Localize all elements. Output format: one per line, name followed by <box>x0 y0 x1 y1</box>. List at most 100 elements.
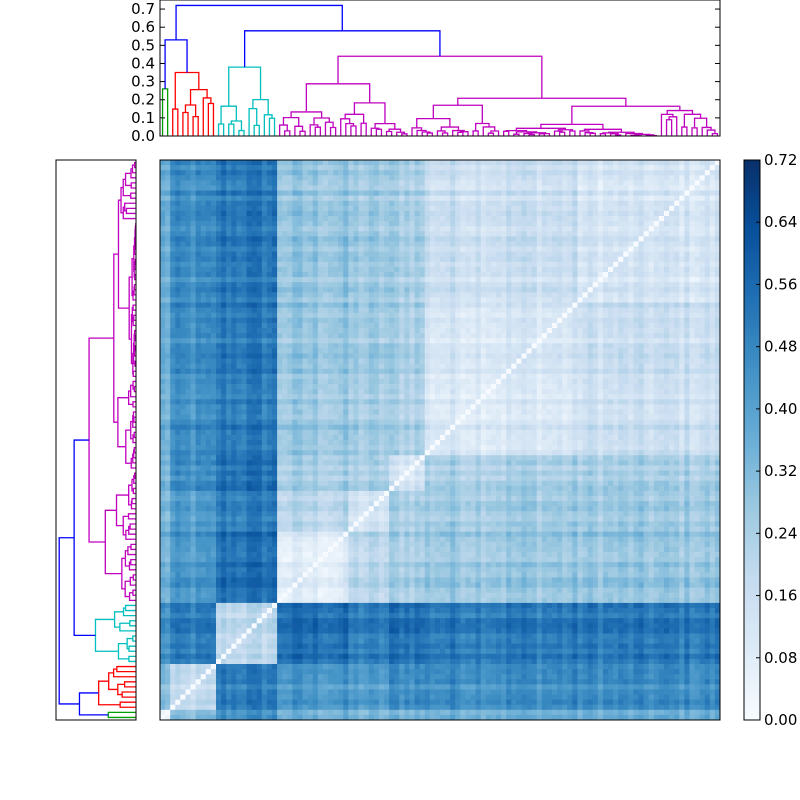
heatmap-cell <box>653 292 660 298</box>
heatmap-cell <box>628 384 634 390</box>
heatmap-cell <box>689 302 695 309</box>
heatmap-cell <box>210 348 217 354</box>
heatmap-cell <box>414 297 421 303</box>
heatmap-cell <box>384 328 390 334</box>
heatmap-cell <box>577 322 583 329</box>
heatmap-cell <box>266 266 273 273</box>
heatmap-cell <box>348 216 354 222</box>
heatmap-cell <box>648 190 655 197</box>
heatmap-cell <box>470 236 477 242</box>
heatmap-cell <box>292 175 298 181</box>
heatmap-cell <box>674 266 680 273</box>
heatmap-cell <box>460 256 466 263</box>
heatmap-cell <box>669 221 675 227</box>
heatmap-cell <box>236 236 242 242</box>
heatmap-cell <box>190 266 197 273</box>
heatmap-cell <box>521 287 527 293</box>
heatmap-cell <box>317 312 324 319</box>
heatmap-cell <box>200 302 207 309</box>
heatmap-cell <box>496 348 502 354</box>
heatmap-cell <box>226 180 232 186</box>
heatmap-cell <box>582 378 589 385</box>
heatmap-cell <box>613 358 619 365</box>
heatmap-cell <box>704 292 711 298</box>
heatmap-cell <box>363 160 370 166</box>
heatmap-cell <box>292 205 298 212</box>
heatmap-cell <box>429 363 436 370</box>
heatmap-cell <box>450 272 456 278</box>
heatmap-cell <box>567 282 573 288</box>
heatmap-cell <box>221 358 227 365</box>
heatmap-cell <box>490 185 497 191</box>
heatmap-cell <box>470 338 477 344</box>
heatmap-cell <box>689 261 695 268</box>
heatmap-cell <box>312 165 319 171</box>
heatmap-cell <box>455 358 461 365</box>
heatmap-cell <box>506 378 512 385</box>
heatmap-cell <box>511 333 517 339</box>
heatmap-cell <box>180 282 186 288</box>
heatmap-cell <box>602 307 609 314</box>
heatmap-cell <box>618 216 624 222</box>
heatmap-cell <box>592 231 599 237</box>
heatmap-cell <box>557 272 563 278</box>
heatmap-cell <box>368 333 375 339</box>
heatmap-cell <box>470 297 477 303</box>
heatmap-cell <box>389 272 395 278</box>
heatmap-cell <box>333 353 339 359</box>
heatmap-cell <box>450 266 456 273</box>
heatmap-cell <box>613 328 619 334</box>
heatmap-cell <box>480 190 487 197</box>
heatmap-cell <box>322 200 329 207</box>
heatmap-cell <box>531 216 538 222</box>
heatmap-cell <box>419 358 426 365</box>
heatmap-cell <box>679 241 685 247</box>
heatmap-cell <box>501 297 507 303</box>
heatmap-cell <box>674 302 680 309</box>
heatmap-cell <box>424 338 431 344</box>
heatmap-cell <box>699 368 706 375</box>
heatmap-cell <box>373 175 380 181</box>
heatmap-cell <box>160 368 166 375</box>
heatmap-cell <box>389 384 395 390</box>
heatmap-cell <box>231 200 237 207</box>
heatmap-cell <box>378 353 385 359</box>
heatmap-cell <box>450 307 456 314</box>
heatmap-cell <box>679 328 685 334</box>
heatmap-cell <box>363 373 370 380</box>
heatmap-cell <box>465 353 471 359</box>
heatmap-cell <box>292 378 298 385</box>
heatmap-cell <box>684 328 690 334</box>
heatmap-cell <box>608 231 614 237</box>
heatmap-cell <box>440 226 446 232</box>
heatmap-cell <box>256 312 263 319</box>
heatmap-cell <box>511 363 517 370</box>
heatmap-cell <box>317 378 324 385</box>
heatmap-cell <box>251 307 258 314</box>
heatmap-cell <box>256 333 263 339</box>
heatmap-cell <box>246 195 253 202</box>
heatmap-cell <box>572 231 578 237</box>
heatmap-cell <box>511 200 517 207</box>
heatmap-cell <box>287 241 293 247</box>
heatmap-cell <box>200 200 207 207</box>
heatmap-cell <box>501 348 507 354</box>
heatmap-cell <box>602 256 609 263</box>
heatmap-cell <box>185 358 191 365</box>
heatmap-cell <box>664 185 670 191</box>
heatmap-cell <box>307 170 314 176</box>
heatmap-cell <box>557 236 563 242</box>
heatmap-cell <box>358 210 365 217</box>
heatmap-cell <box>328 251 334 258</box>
heatmap-cell <box>231 236 237 242</box>
heatmap-cell <box>307 200 314 207</box>
heatmap-cell <box>638 195 645 202</box>
heatmap-cell <box>307 210 314 217</box>
heatmap-cell <box>434 200 441 207</box>
heatmap-cell <box>582 261 589 268</box>
heatmap-cell <box>506 226 512 232</box>
heatmap-cell <box>216 389 222 395</box>
heatmap-cell <box>282 378 288 385</box>
heatmap-cell <box>506 256 512 263</box>
heatmap-cell <box>200 216 207 222</box>
